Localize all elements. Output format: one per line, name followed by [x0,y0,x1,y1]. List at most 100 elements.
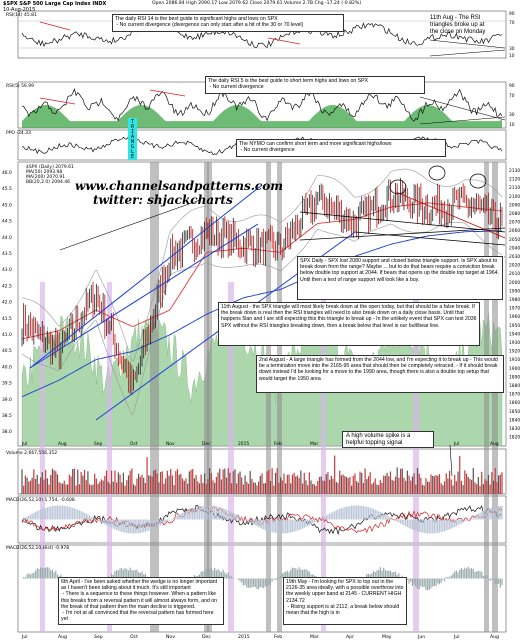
volume-bar [295,476,297,494]
volume-bar [259,475,261,494]
macd-histogram-bar [303,569,305,579]
macd-histogram-bar [229,575,231,579]
macd-histogram-bar [261,578,263,588]
volume-bar [90,485,92,494]
macd-hist-bar [399,519,402,524]
macd-histogram-bar [288,572,290,579]
pivot-band-0 [40,282,45,632]
macd-histogram-bar [53,572,55,579]
macd-histogram-bar [389,570,392,579]
price-tick-label: 1840 [509,417,520,423]
volume-bar [234,469,236,494]
volume-bar [220,479,223,494]
macd-hist-bar [63,505,65,520]
macd-histogram-bar [498,578,500,584]
volume-bar [443,481,446,494]
macd-histogram-bar [214,567,216,579]
volume-bar [168,475,170,494]
volume-bar [109,483,111,494]
macd-histogram-bar [205,568,207,579]
macd-hist-bar [60,505,62,520]
watermark-site: www.channelsandpatterns.com [75,179,283,193]
macd-hist-bar [442,519,444,532]
volume-callout-pointer [449,444,453,477]
macd-histogram-bar [207,568,209,579]
volume-bar [254,482,256,494]
price-tick-label: 1850 [509,409,520,415]
macd-hist-bar [68,506,70,520]
volume-bar [241,477,243,494]
volume-bar [124,485,126,494]
macd-histogram-bar [301,569,304,579]
highlight-band-5 [484,162,489,632]
macd-hist-bar [56,505,59,520]
macd-hist-bar [308,519,310,526]
macd-hist-bar [300,519,302,530]
macd-hist-bar [329,513,331,520]
macd-histogram-bar [29,574,32,579]
volume-bar [143,477,145,494]
macd-hist-bar [283,519,285,534]
volume-bar [435,474,437,494]
volume-bar [28,481,30,494]
note-aug2: 2nd August - A large triangle has formed… [256,355,504,393]
volume-bar [413,473,415,494]
left-tick-label: 41.5 [2,316,12,322]
volume-bar [438,474,441,494]
left-tick-label: 38.0 [2,429,12,435]
macd-hist-bar [222,508,224,520]
top-circle-2 [469,173,487,189]
volume-bar [427,481,429,494]
macd-hist-bar [290,519,292,533]
macd-histogram-bar [479,571,481,579]
price-tick-label: 2040 [509,245,520,251]
macd-hist-bar [499,505,501,520]
volume-bar [48,484,50,494]
volume-bar [224,468,226,494]
volume-bar [470,479,473,494]
macd-hist-bar [479,512,481,520]
macd-hist-bar [459,519,461,525]
macd-hist-bar [126,519,128,533]
x-tick-label: Feb [274,634,282,640]
x-tick-label: May [382,634,392,640]
macd-histogram-bar [435,578,437,587]
x-tick-label: Oct [130,634,138,640]
macd-hist-bar [285,519,287,534]
macd-hist-bar [148,519,150,531]
volume-bar [148,475,150,494]
volume-bar [349,476,351,494]
macd-histogram-bar [408,578,410,584]
trendline-0 [29,184,263,369]
volume-bar [450,479,452,494]
macd-hist-bar [154,519,157,528]
volume-bar [263,483,265,494]
macd-hist-bar [281,519,283,534]
macd-histogram-bar [300,569,302,579]
macd-histogram-bar [244,578,246,586]
macd-hist-bar [398,519,400,523]
macd-hist-bar [274,519,277,533]
macd-hist-bar [92,517,94,520]
volume-bar [481,471,483,494]
volume-bar [340,475,343,494]
series-line-bb-lower [21,222,503,416]
macd-histogram-bar [36,568,38,579]
macd-histogram-bar [23,576,25,579]
highlight-band-3 [266,162,271,632]
macd-hist-bar [156,519,158,528]
x-tick-label-main: Oct [130,441,138,447]
macd-histogram-bar [472,569,474,579]
macd-hist-bar [72,507,74,520]
macd-hist-bar [168,519,170,521]
volume-bar [394,476,397,494]
macd-hist-bar [484,510,486,520]
volume-bar [121,482,123,494]
macd-hist-bar [173,517,175,520]
volume-bar [362,482,365,494]
macd-histogram-bar [122,569,125,579]
price-bars-layer [21,177,503,591]
macd-histogram-bar [371,573,373,579]
left-tick-label: 45.0 [2,202,12,208]
